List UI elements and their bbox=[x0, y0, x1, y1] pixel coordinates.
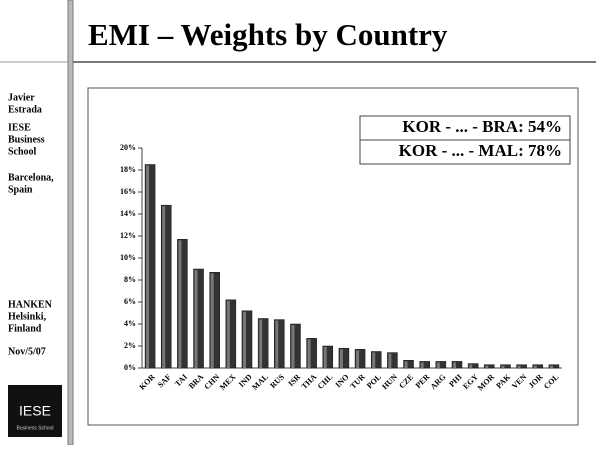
annotation: KOR - ... - BRA: 54% bbox=[402, 117, 562, 136]
sidebar-text: Business bbox=[8, 134, 45, 145]
bar bbox=[354, 349, 366, 369]
annotation-box bbox=[359, 139, 571, 165]
bar bbox=[160, 204, 172, 369]
bar bbox=[548, 364, 560, 369]
bar bbox=[322, 345, 334, 369]
bar-highlight bbox=[388, 353, 392, 368]
y-tick-label: 4% bbox=[124, 319, 136, 328]
y-tick-label: 0% bbox=[124, 363, 136, 372]
bar-highlight bbox=[259, 319, 263, 368]
bar bbox=[225, 299, 237, 369]
bar bbox=[241, 310, 253, 369]
bar bbox=[274, 319, 285, 369]
bar bbox=[516, 364, 527, 369]
y-tick-label: 18% bbox=[120, 165, 136, 174]
y-tick-label: 2% bbox=[124, 341, 136, 350]
bar bbox=[532, 364, 544, 369]
bar bbox=[484, 364, 495, 369]
sidebar-text: School bbox=[8, 146, 37, 157]
sidebar-text: Helsinki, bbox=[8, 311, 47, 322]
slide-title: EMI – Weights by Country bbox=[88, 17, 448, 52]
y-tick-label: 8% bbox=[124, 275, 136, 284]
bar-highlight bbox=[226, 300, 230, 368]
sidebar-text: Estrada bbox=[8, 104, 42, 115]
bar-highlight bbox=[452, 362, 456, 368]
bar-highlight bbox=[420, 362, 424, 368]
bar-highlight bbox=[485, 365, 489, 368]
sidebar-text: IESE bbox=[8, 122, 31, 133]
bar bbox=[290, 323, 301, 369]
bar-highlight bbox=[210, 273, 214, 368]
y-tick-label: 14% bbox=[120, 209, 136, 218]
logo-name: IESE bbox=[19, 403, 51, 419]
bar-highlight bbox=[549, 365, 553, 368]
bar-highlight bbox=[242, 311, 246, 368]
bar-highlight bbox=[162, 206, 166, 368]
sidebar-text: Nov/5/07 bbox=[8, 346, 46, 357]
sidebar-divider bbox=[67, 0, 74, 446]
bar-highlight bbox=[178, 240, 182, 368]
y-tick-label: 6% bbox=[124, 297, 136, 306]
bar bbox=[419, 361, 430, 369]
bar-highlight bbox=[275, 320, 279, 368]
y-tick-label: 20% bbox=[120, 143, 136, 152]
logo-subtitle: Business School bbox=[17, 425, 54, 431]
bar bbox=[209, 272, 220, 369]
sidebar-text: Javier bbox=[8, 92, 35, 103]
bar bbox=[306, 338, 317, 369]
bar bbox=[403, 360, 414, 369]
sidebar-text: Barcelona, bbox=[8, 172, 54, 183]
bar bbox=[467, 363, 479, 369]
bar-highlight bbox=[372, 352, 376, 368]
sidebar-text: HANKEN bbox=[8, 299, 53, 310]
bar bbox=[257, 318, 269, 369]
bar bbox=[387, 352, 398, 369]
y-tick-label: 10% bbox=[120, 253, 136, 262]
bar bbox=[338, 347, 350, 369]
bar-highlight bbox=[404, 361, 408, 368]
bar-highlight bbox=[339, 349, 343, 368]
logo-box bbox=[8, 385, 62, 437]
bar bbox=[435, 361, 447, 369]
sidebar-text: Spain bbox=[8, 184, 33, 195]
bar-highlight bbox=[291, 325, 295, 368]
sidebar-text: Finland bbox=[8, 323, 42, 334]
bar bbox=[193, 268, 204, 369]
bar-highlight bbox=[436, 362, 440, 368]
bar bbox=[451, 361, 463, 369]
bar bbox=[144, 164, 156, 369]
bar-highlight bbox=[323, 347, 327, 368]
bar-highlight bbox=[356, 350, 360, 368]
bar-highlight bbox=[501, 365, 505, 368]
bar-highlight bbox=[146, 165, 150, 368]
bar-highlight bbox=[517, 365, 521, 368]
bar-highlight bbox=[307, 339, 311, 368]
bar bbox=[177, 239, 188, 369]
bar bbox=[500, 364, 511, 369]
bar-highlight bbox=[469, 364, 473, 368]
bar-highlight bbox=[533, 365, 537, 368]
y-tick-label: 12% bbox=[120, 231, 136, 240]
bar-highlight bbox=[194, 270, 198, 368]
y-tick-label: 16% bbox=[120, 187, 136, 196]
annotation-box bbox=[359, 115, 571, 141]
bar bbox=[370, 351, 382, 369]
annotation: KOR - ... - MAL: 78% bbox=[399, 141, 562, 160]
